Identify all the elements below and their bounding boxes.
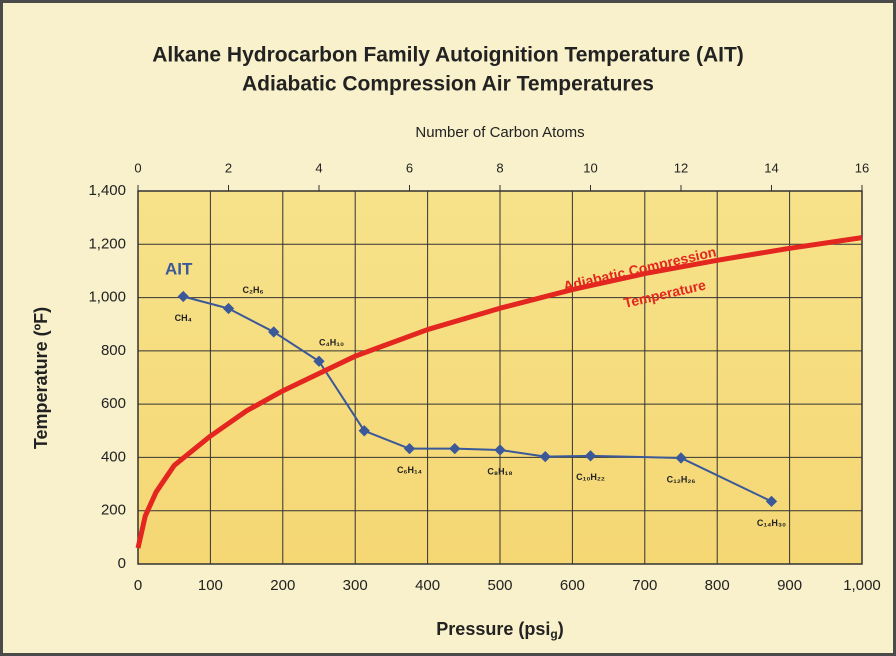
y-tick-label: 0 [118,555,126,572]
series-name: AIT [165,259,193,278]
x-tick-label: 800 [705,577,730,594]
x-axis-label-suffix: ) [558,619,564,639]
x-axis-label: Pressure (psig) [436,619,563,641]
data-point [675,452,687,464]
x-tick-label: 100 [198,577,223,594]
y-tick-label: 1,200 [88,235,126,252]
y-tick-label: 1,400 [88,182,126,199]
x2-tick-label: 16 [855,160,869,175]
point-label: C₁₂H₂₆ [667,474,696,484]
data-point [222,302,235,315]
x2-tick-label: 2 [225,160,232,175]
x2-tick-label: 4 [315,160,322,175]
series-line [135,235,863,549]
x-tick-label: 700 [632,577,657,594]
data-point [765,495,778,508]
x2-axis-label: Number of Carbon Atoms [415,124,584,141]
y-tick-label: 400 [101,448,126,465]
x-tick-label: 900 [777,577,802,594]
data-point [403,442,416,455]
x-axis-label-sub: g [550,627,557,641]
x-tick-label: 600 [560,577,585,594]
point-label: C₆H₁₄ [397,465,422,475]
y-tick-label: 1,000 [88,289,126,306]
chart-title: Alkane Hydrocarbon Family Autoignition T… [152,44,744,67]
data-point [313,355,325,367]
plot-border [137,190,863,565]
x2-tick-label: 12 [674,160,688,175]
data-point [494,444,506,456]
x-tick-label: 300 [343,577,368,594]
x2-tick-label: 6 [406,160,413,175]
point-label: C₂H₆ [243,285,264,295]
y-tick-label: 800 [101,342,126,359]
x-tick-label: 500 [487,577,512,594]
x-tick-label: 1,000 [843,577,881,594]
data-point [358,425,370,437]
x-tick-label: 400 [415,577,440,594]
point-label: C₄H₁₀ [319,338,344,348]
data-point [539,450,551,463]
series-line [182,295,772,503]
point-label: C₈H₁₈ [487,466,512,476]
x-tick-label: 200 [270,577,295,594]
x-tick-label: 0 [134,577,142,594]
y-axis-label: Temperature (ºF) [31,307,51,449]
data-point [449,442,461,455]
data-point [268,326,280,338]
x2-tick-label: 8 [496,160,503,175]
x2-tick-label: 0 [134,160,141,175]
x2-tick-label: 10 [583,160,597,175]
point-label: C₁₀H₂₂ [576,472,605,482]
point-label: CH₄ [175,313,192,323]
y-tick-label: 200 [101,502,126,519]
x-axis-label-text: Pressure (psi [436,619,550,639]
chart-subtitle: Adiabatic Compression Air Temperatures [242,73,654,96]
x2-tick-label: 14 [764,160,778,175]
point-label: C₁₄H₃₀ [757,518,786,528]
data-point [584,450,597,462]
data-point [177,290,189,303]
y-tick-label: 600 [101,395,126,412]
